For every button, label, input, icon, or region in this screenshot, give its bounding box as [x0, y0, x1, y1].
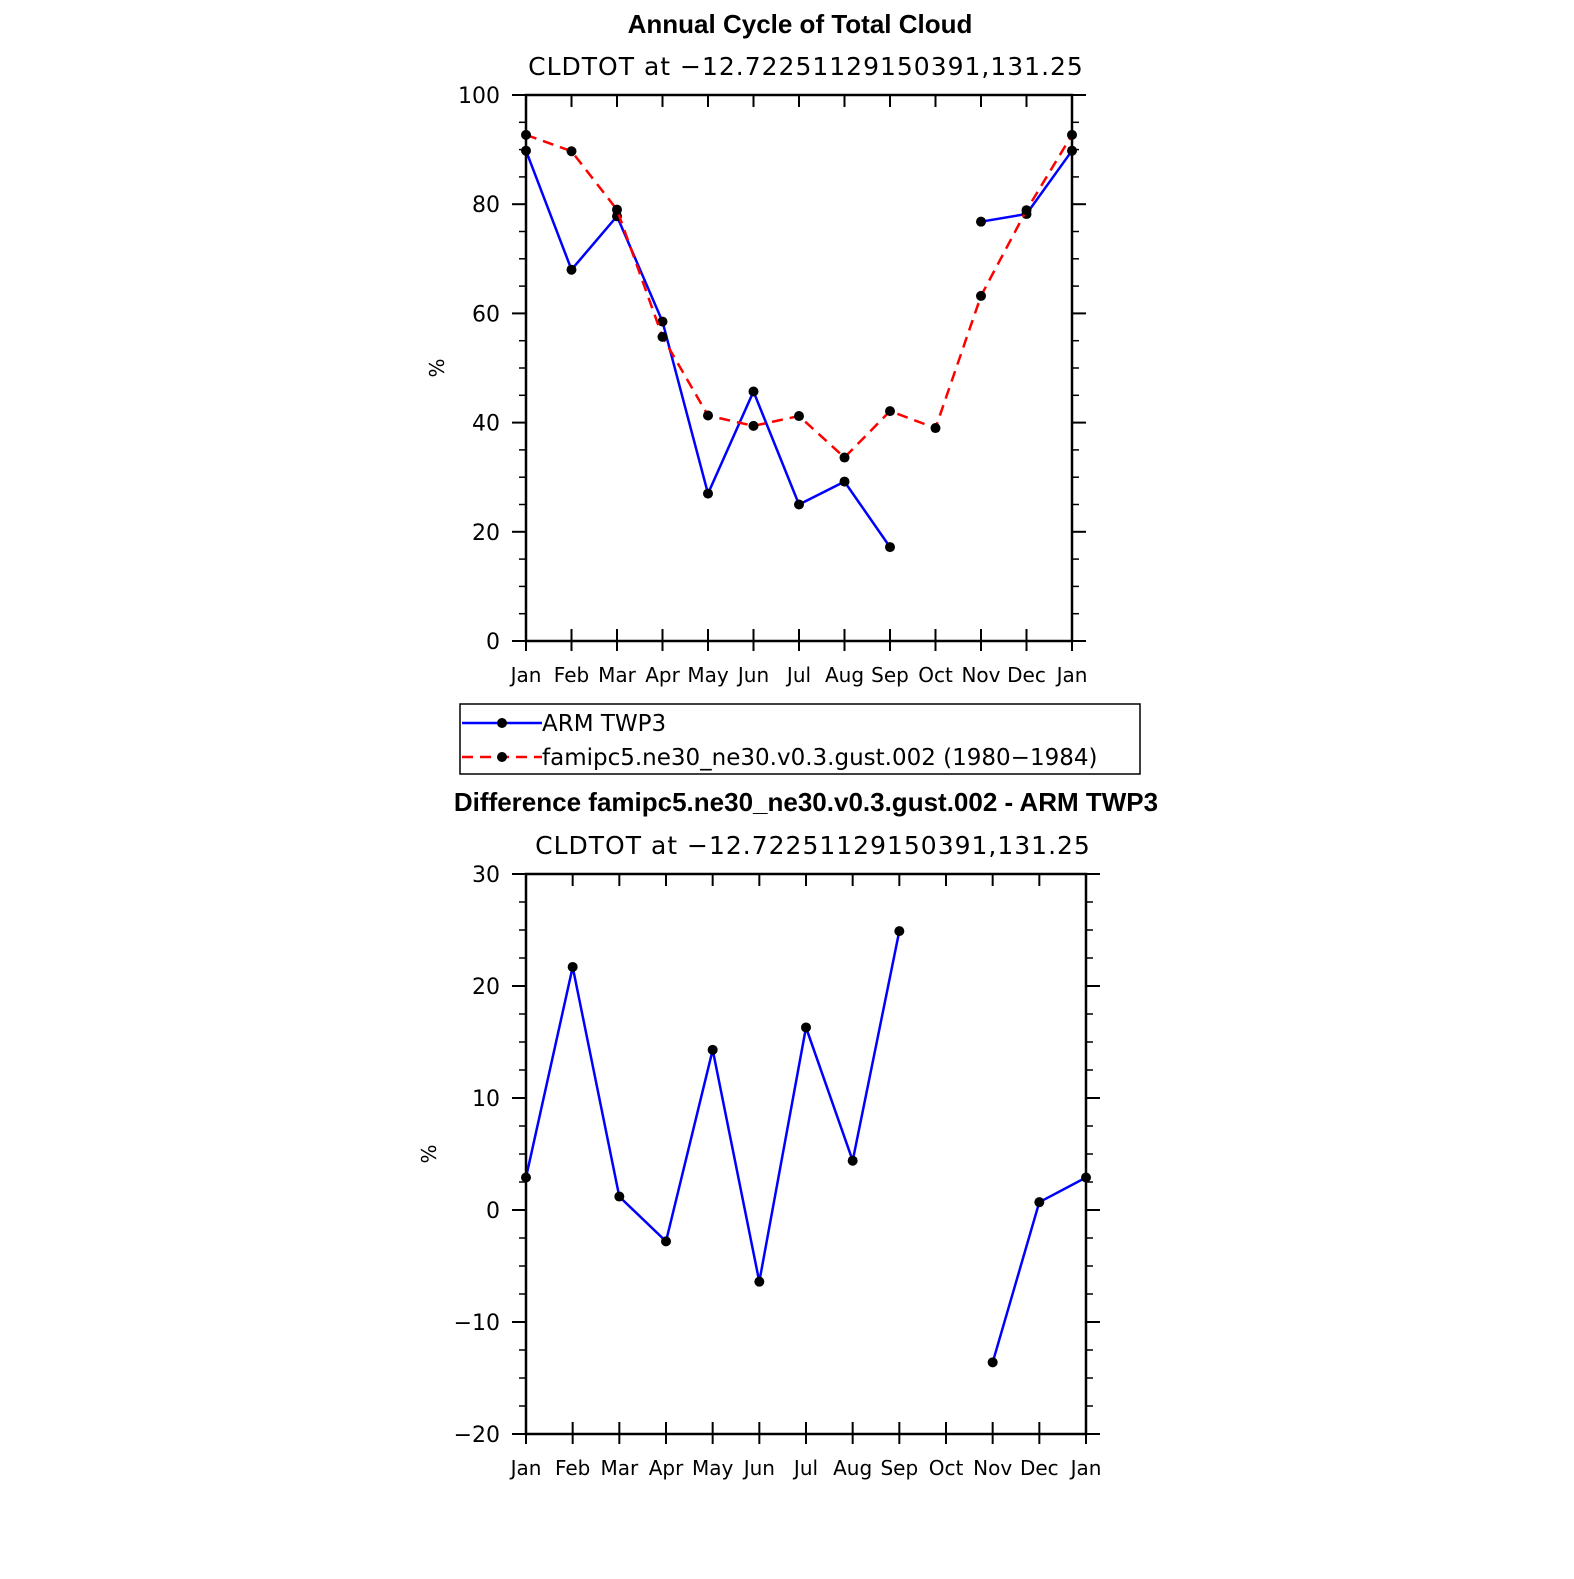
bottom-series-0-point — [567, 961, 578, 972]
top-y-tick-label: 60 — [472, 302, 500, 327]
bottom-series-0-point — [1034, 1197, 1045, 1208]
top-series-1-point — [839, 452, 850, 463]
top-series-1-point — [748, 420, 759, 431]
bottom-tick-labels: Jan Feb Mar Apr May Jun Jul Aug Sep Oct Nov Dec Jan−… — [454, 863, 1102, 1480]
top-x-tick-label: Jun — [736, 663, 769, 687]
top-x-tick-label: Jan — [509, 663, 542, 687]
bottom-series-0-line — [524, 930, 901, 1282]
top-x-tick-label: Apr — [645, 663, 680, 687]
top-x-tick-label: Mar — [598, 663, 637, 687]
top-x-tick-label: Dec — [1007, 663, 1046, 687]
top-tick-labels: Jan Feb Mar Apr May Jun Jul Aug Sep Oct Nov Dec Jan 0… — [458, 84, 1087, 687]
bottom-series-group — [521, 926, 1091, 1368]
top-series-0-point — [657, 316, 668, 327]
bottom-series-0-point — [801, 1022, 811, 1033]
top-y-axis-label: % — [425, 358, 449, 377]
top-axis-ticks — [512, 94, 1086, 651]
bottom-chart-subtitle: CLDTOT at −12.72251129150391,131.25 — [535, 831, 1091, 860]
bottom-x-tick-label: Jan — [1069, 1456, 1102, 1480]
top-x-tick-label: Aug — [825, 663, 864, 687]
legend-frame — [459, 703, 1141, 775]
top-series-1-point — [930, 423, 941, 434]
bottom-x-tick-label: Aug — [833, 1456, 872, 1480]
bottom-x-tick-label: Mar — [600, 1456, 639, 1480]
bottom-y-tick-label: 10 — [472, 1087, 500, 1112]
top-series-1-point — [885, 406, 895, 417]
bottom-x-tick-label: Jul — [792, 1456, 818, 1480]
bottom-x-tick-label: Apr — [649, 1456, 684, 1480]
top-series-0-line — [524, 150, 892, 548]
top-plot-frame — [524, 93, 1074, 643]
bottom-chart-title: Difference famipc5.ne30_ne30.v0.3.gust.0… — [454, 787, 1158, 817]
bottom-x-tick-label: Feb — [555, 1456, 590, 1480]
legend-arm-marker — [497, 718, 507, 728]
bottom-series-0-point — [661, 1236, 671, 1247]
top-y-tick-label: 100 — [458, 84, 500, 109]
top-series-0-point — [703, 488, 713, 499]
top-series-1-line — [525, 133, 1074, 460]
bottom-y-tick-label: 0 — [486, 1199, 500, 1224]
bottom-y-tick-label: −10 — [454, 1311, 500, 1336]
top-y-tick-label: 80 — [472, 193, 500, 218]
bottom-series-0-point — [754, 1276, 765, 1287]
top-series-0-point — [794, 499, 804, 510]
top-x-tick-label: Jan — [1055, 663, 1088, 687]
top-series-0-point — [885, 542, 895, 553]
bottom-x-tick-label: Nov — [973, 1456, 1012, 1480]
bottom-plot-frame — [524, 872, 1088, 1436]
top-series-1-point — [612, 204, 622, 215]
top-series-1-point — [1021, 205, 1032, 216]
bottom-series-0-point — [707, 1044, 718, 1055]
top-series-0-point — [566, 264, 577, 275]
top-series-1-point — [976, 290, 986, 301]
top-series-0-point — [976, 216, 986, 227]
bottom-x-tick-label: Oct — [929, 1456, 964, 1480]
legend-model-label: famipc5.ne30_ne30.v0.3.gust.002 (1980−19… — [542, 745, 1097, 771]
top-y-tick-label: 20 — [472, 521, 500, 546]
bottom-axis-ticks — [512, 873, 1100, 1444]
top-x-tick-label: Oct — [918, 663, 953, 687]
bottom-x-tick-label: Dec — [1020, 1456, 1059, 1480]
bottom-x-tick-label: Jun — [742, 1456, 775, 1480]
bottom-series-0-point — [614, 1191, 625, 1202]
bottom-series-0-point — [987, 1357, 998, 1368]
bottom-y-tick-label: 30 — [472, 863, 500, 888]
top-x-tick-label: Jul — [785, 663, 811, 687]
top-x-tick-label: May — [687, 663, 729, 687]
top-series-0-point — [839, 476, 850, 487]
bottom-x-tick-label: Jan — [509, 1456, 542, 1480]
top-series-1-point — [703, 410, 713, 421]
top-y-tick-label: 0 — [486, 630, 500, 655]
bottom-series-0-point — [894, 926, 905, 937]
top-series-1-point — [794, 411, 804, 422]
top-x-tick-label: Sep — [871, 663, 909, 687]
bottom-x-tick-label: May — [692, 1456, 734, 1480]
top-series-1-point — [657, 331, 668, 342]
bottom-x-tick-label: Sep — [880, 1456, 918, 1480]
top-series-1-point — [566, 146, 577, 157]
bottom-y-axis-label: % — [417, 1144, 441, 1163]
legend-arm-label: ARM TWP3 — [542, 711, 666, 737]
annual-cycle-panel: Annual Cycle of Total Cloud CLDTOT at −1… — [425, 9, 1087, 687]
top-x-tick-label: Feb — [554, 663, 589, 687]
top-x-tick-label: Nov — [961, 663, 1000, 687]
bottom-series-0-point — [847, 1155, 858, 1166]
bottom-y-tick-label: 20 — [472, 975, 500, 1000]
top-chart-title: Annual Cycle of Total Cloud — [628, 9, 973, 39]
difference-panel: Difference famipc5.ne30_ne30.v0.3.gust.0… — [417, 787, 1158, 1480]
top-series-group — [521, 129, 1077, 553]
top-series-0-point — [748, 386, 759, 397]
top-chart-subtitle: CLDTOT at −12.72251129150391,131.25 — [528, 52, 1084, 81]
legend: ARM TWP3 famipc5.ne30_ne30.v0.3.gust.002… — [459, 703, 1141, 775]
bottom-y-tick-label: −20 — [454, 1423, 500, 1448]
legend-model-marker — [497, 752, 507, 762]
top-y-tick-label: 40 — [472, 412, 500, 437]
